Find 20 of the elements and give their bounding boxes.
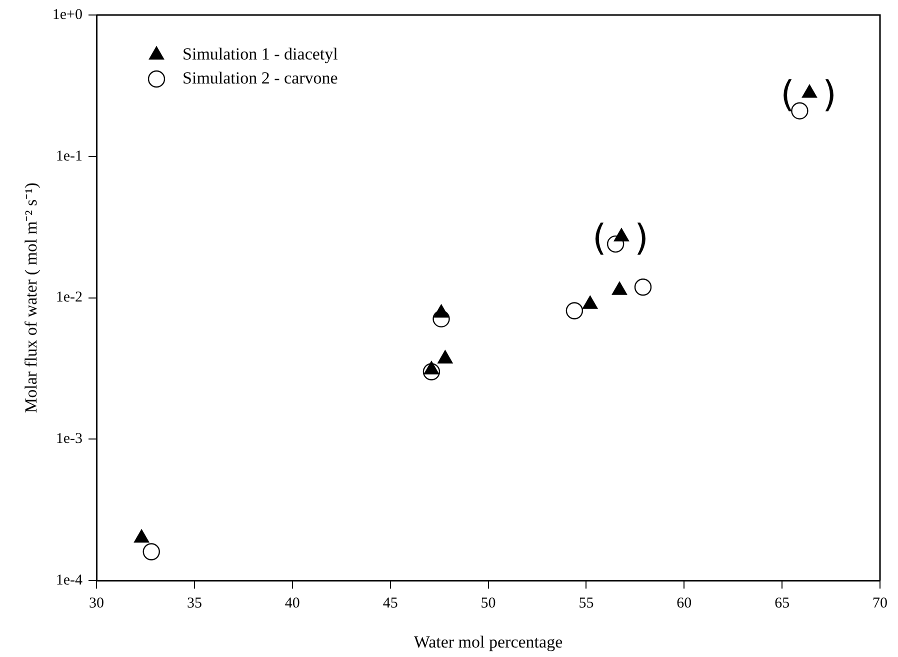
x-tick-label: 70: [872, 596, 888, 612]
annotation: ( ): [780, 74, 837, 116]
legend-label: Simulation 2 - carvone: [182, 68, 338, 88]
x-tick-label: 60: [676, 596, 692, 612]
x-tick-label: 55: [578, 596, 594, 612]
x-tick-label: 40: [284, 596, 300, 612]
y-axis-title: Molar flux of water ( mol m⁻² s⁻¹): [22, 182, 41, 414]
y-tick-label: 1e+0: [52, 6, 83, 23]
annotation: ( ): [592, 218, 648, 260]
legend-label: Simulation 1 - diacetyl: [182, 44, 338, 64]
x-tick-label: 35: [186, 596, 202, 612]
y-tick-label: 1e-2: [56, 290, 83, 306]
y-tick-label: 1e-4: [56, 572, 84, 589]
y-tick-label: 1e-3: [56, 431, 83, 448]
x-tick-label: 30: [89, 596, 104, 612]
y-tick-label: 1e-1: [56, 148, 83, 164]
x-tick-label: 65: [774, 596, 790, 612]
x-axis-title: Water mol percentage: [414, 632, 563, 652]
x-tick-label: 50: [480, 596, 496, 612]
x-tick-label: 45: [382, 596, 398, 612]
